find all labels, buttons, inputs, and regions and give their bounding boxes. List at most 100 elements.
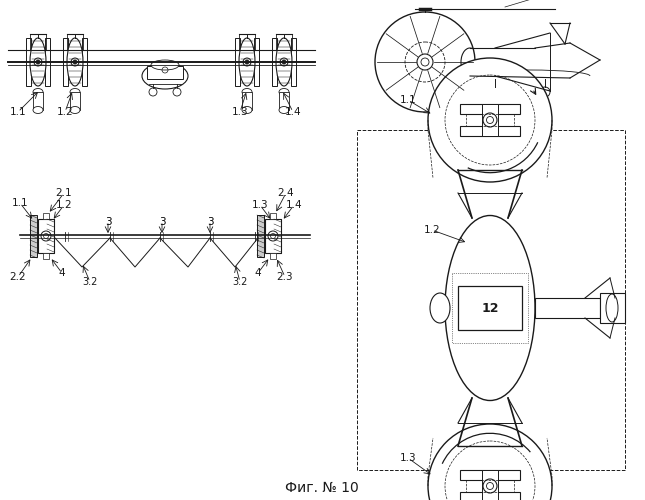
Bar: [460, 126, 520, 136]
Circle shape: [268, 231, 278, 241]
Text: 1.3: 1.3: [400, 453, 416, 463]
Circle shape: [483, 479, 497, 493]
Ellipse shape: [279, 106, 289, 114]
Bar: [45, 38, 50, 86]
Text: 2.4: 2.4: [278, 188, 294, 198]
Circle shape: [280, 58, 288, 66]
Text: 1.1: 1.1: [10, 107, 26, 117]
Circle shape: [428, 58, 552, 182]
Circle shape: [270, 234, 275, 238]
Ellipse shape: [242, 106, 252, 114]
Bar: [482, 104, 498, 136]
Bar: [235, 38, 240, 86]
Text: 1.1: 1.1: [12, 198, 28, 208]
Ellipse shape: [445, 216, 535, 400]
Bar: [535, 298, 600, 318]
Circle shape: [490, 87, 500, 97]
Bar: [466, 480, 514, 492]
Bar: [460, 104, 520, 114]
Circle shape: [71, 58, 79, 66]
Bar: [274, 219, 281, 253]
Circle shape: [483, 113, 497, 127]
Text: 3: 3: [159, 217, 165, 227]
Ellipse shape: [70, 106, 80, 114]
Text: 3.2: 3.2: [232, 277, 248, 287]
Text: 1.4: 1.4: [284, 107, 301, 117]
Bar: [265, 219, 281, 253]
Bar: [270, 253, 276, 259]
Text: 3: 3: [206, 217, 213, 227]
Bar: [600, 293, 625, 323]
Circle shape: [43, 234, 48, 238]
Bar: [254, 38, 259, 86]
Circle shape: [421, 58, 429, 66]
Bar: [272, 38, 277, 86]
Bar: [460, 470, 520, 480]
Bar: [70, 92, 80, 110]
Text: 1.3: 1.3: [232, 107, 248, 117]
Bar: [43, 253, 49, 259]
Ellipse shape: [276, 38, 292, 86]
Bar: [466, 114, 514, 126]
Circle shape: [73, 60, 77, 64]
Circle shape: [486, 482, 493, 490]
Text: 1.3: 1.3: [252, 200, 268, 210]
Bar: [82, 38, 87, 86]
Circle shape: [417, 54, 433, 70]
Circle shape: [428, 424, 552, 500]
Bar: [357, 130, 625, 470]
Ellipse shape: [142, 63, 188, 89]
Bar: [43, 213, 49, 219]
Ellipse shape: [239, 38, 255, 86]
Bar: [242, 92, 252, 110]
Circle shape: [41, 231, 51, 241]
Text: 1.2: 1.2: [424, 225, 441, 235]
Text: 4: 4: [255, 268, 261, 278]
Ellipse shape: [430, 293, 450, 323]
Ellipse shape: [70, 88, 80, 96]
Ellipse shape: [67, 38, 83, 86]
Circle shape: [243, 58, 251, 66]
Bar: [257, 215, 264, 257]
Text: 3.2: 3.2: [83, 277, 97, 287]
Ellipse shape: [30, 38, 46, 86]
Text: 2.1: 2.1: [55, 188, 72, 198]
Text: Фиг. № 10: Фиг. № 10: [285, 481, 359, 495]
Bar: [47, 219, 54, 253]
Bar: [147, 66, 183, 79]
Circle shape: [36, 60, 40, 64]
Bar: [291, 38, 296, 86]
Bar: [38, 219, 54, 253]
Bar: [482, 470, 498, 500]
Bar: [63, 38, 68, 86]
Text: 1.2: 1.2: [57, 107, 74, 117]
Ellipse shape: [33, 88, 43, 96]
Circle shape: [245, 60, 249, 64]
Ellipse shape: [151, 60, 179, 70]
Circle shape: [282, 60, 286, 64]
Circle shape: [375, 12, 475, 112]
Ellipse shape: [242, 88, 252, 96]
Text: 1.4: 1.4: [286, 200, 303, 210]
Bar: [30, 215, 37, 257]
Text: 4: 4: [59, 268, 65, 278]
Text: 2.2: 2.2: [10, 272, 26, 282]
Text: 3: 3: [104, 217, 112, 227]
Circle shape: [540, 87, 550, 97]
Bar: [452, 273, 528, 343]
Ellipse shape: [606, 294, 618, 322]
Text: 1.1: 1.1: [400, 95, 416, 105]
Bar: [270, 213, 276, 219]
Ellipse shape: [33, 106, 43, 114]
Circle shape: [486, 116, 493, 123]
Bar: [279, 92, 289, 110]
Bar: [33, 92, 43, 110]
Circle shape: [34, 58, 42, 66]
Text: 12: 12: [481, 302, 499, 314]
Bar: [460, 492, 520, 500]
Text: 1.2: 1.2: [55, 200, 72, 210]
Bar: [458, 286, 522, 330]
Ellipse shape: [279, 88, 289, 96]
Text: 2.3: 2.3: [277, 272, 293, 282]
Bar: [26, 38, 31, 86]
